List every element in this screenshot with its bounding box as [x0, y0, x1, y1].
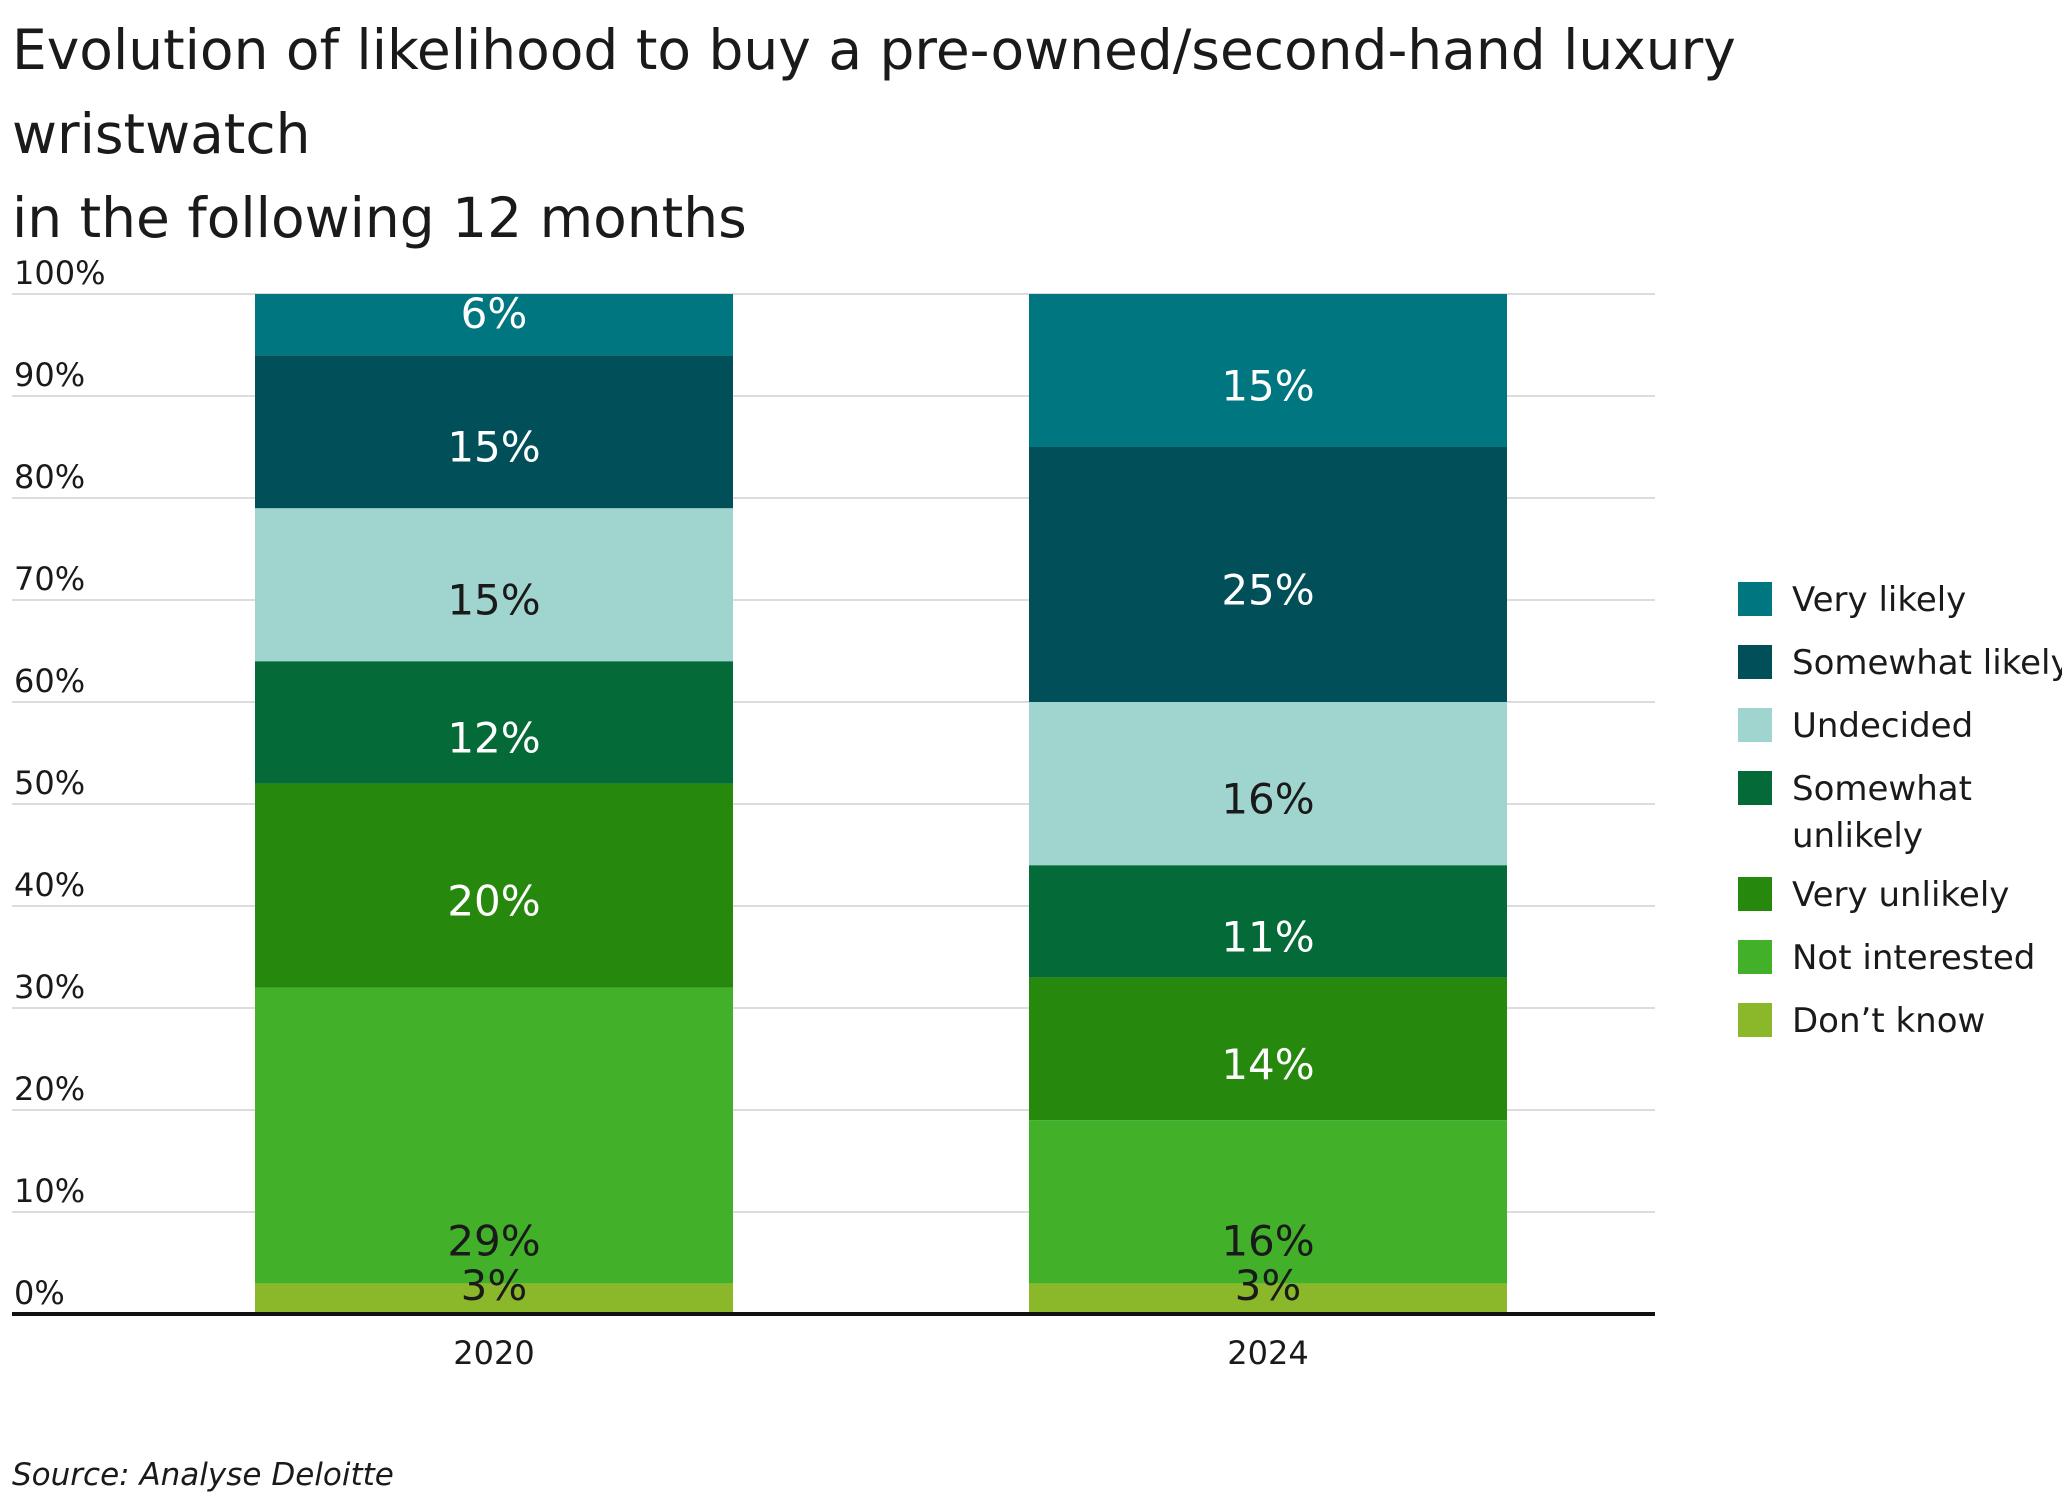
bars	[255, 294, 1507, 1314]
y-tick-label: 0%	[14, 1274, 65, 1312]
y-tick-label: 90%	[14, 356, 85, 394]
y-tick-label: 70%	[14, 560, 85, 598]
y-tick-label: 60%	[14, 662, 85, 700]
y-tick-label: 50%	[14, 764, 85, 802]
bar-segment	[255, 783, 733, 988]
legend-label: Not interested	[1792, 938, 2035, 978]
bar-segment	[255, 1283, 733, 1314]
bar-segment	[255, 661, 733, 784]
legend-swatch	[1738, 940, 1772, 974]
legend-swatch	[1738, 645, 1772, 679]
bar-segment	[1029, 865, 1507, 978]
segment-label: 20%	[447, 877, 540, 926]
bar-segment	[255, 294, 733, 356]
x-category-label: 2020	[453, 1334, 534, 1372]
y-tick-label: 20%	[14, 1070, 85, 1108]
chart-title-line-1: Evolution of likelihood to buy a pre-own…	[12, 18, 1736, 166]
bar-segment	[1029, 294, 1507, 447]
y-tick-label: 100%	[14, 254, 105, 292]
y-tick-label: 30%	[14, 968, 85, 1006]
segment-label: 15%	[1221, 362, 1314, 411]
bar-segment	[1029, 1120, 1507, 1284]
legend-item: Not interested	[1738, 938, 2035, 978]
legend-item: Don’t know	[1738, 1001, 1985, 1041]
legend-swatch	[1738, 582, 1772, 616]
legend-item: Somewhat unlikely	[1738, 769, 1972, 856]
segment-labels: 3%29%20%12%15%15%6%3%16%14%11%16%25%15%	[447, 289, 1314, 1310]
legend-swatch	[1738, 771, 1772, 805]
legend-swatch	[1738, 877, 1772, 911]
segment-label: 16%	[1221, 775, 1314, 824]
bar-segment	[1029, 1283, 1507, 1314]
legend-label: Somewhat unlikely	[1792, 769, 1972, 856]
legend-label: Very likely	[1792, 580, 1966, 620]
legend-item: Very likely	[1738, 580, 1966, 620]
segment-label: 29%	[447, 1216, 540, 1265]
legend-label: Very unlikely	[1792, 875, 2009, 915]
source-note: Source: Analyse Deloitte	[12, 1457, 394, 1493]
segment-label: 6%	[461, 289, 528, 338]
segment-label: 25%	[1221, 566, 1314, 615]
x-axis-categories: 2020 2024	[453, 1334, 1308, 1372]
y-tick-label: 40%	[14, 866, 85, 904]
legend: Very likely Somewhat likely Undecided Somew…	[1738, 580, 2062, 1041]
bar-segment	[1029, 702, 1507, 866]
y-tick-label: 80%	[14, 458, 85, 496]
segment-label: 16%	[1221, 1216, 1314, 1265]
bar-segment	[255, 355, 733, 509]
y-tick-label: 10%	[14, 1172, 85, 1210]
bar-segment	[1029, 977, 1507, 1121]
bar-segment	[255, 987, 733, 1284]
segment-label: 12%	[447, 713, 540, 762]
segment-label: 15%	[447, 576, 540, 625]
segment-label: 3%	[1235, 1261, 1302, 1310]
legend-swatch	[1738, 708, 1772, 742]
legend-swatch	[1738, 1003, 1772, 1037]
x-category-label: 2024	[1227, 1334, 1308, 1372]
chart-title-line-2: in the following 12 months	[12, 186, 747, 250]
segment-label: 11%	[1221, 912, 1314, 961]
legend-label: Don’t know	[1792, 1001, 1985, 1041]
segment-label: 3%	[461, 1261, 528, 1310]
legend-item: Very unlikely	[1738, 875, 2009, 915]
segment-label: 15%	[447, 423, 540, 472]
legend-label: Somewhat likely	[1792, 643, 2062, 683]
segment-label: 14%	[1221, 1040, 1314, 1089]
legend-item: Undecided	[1738, 706, 1973, 746]
bar-segment	[255, 508, 733, 662]
bar-segment	[1029, 447, 1507, 702]
chart-title: Evolution of likelihood to buy a pre-own…	[12, 8, 2012, 260]
y-axis-ticks: 0% 10% 20% 30% 40% 50% 60% 70% 80% 90% 100%	[14, 254, 105, 1312]
legend-item: Somewhat likely	[1738, 643, 2062, 683]
legend-label: Undecided	[1792, 706, 1973, 746]
